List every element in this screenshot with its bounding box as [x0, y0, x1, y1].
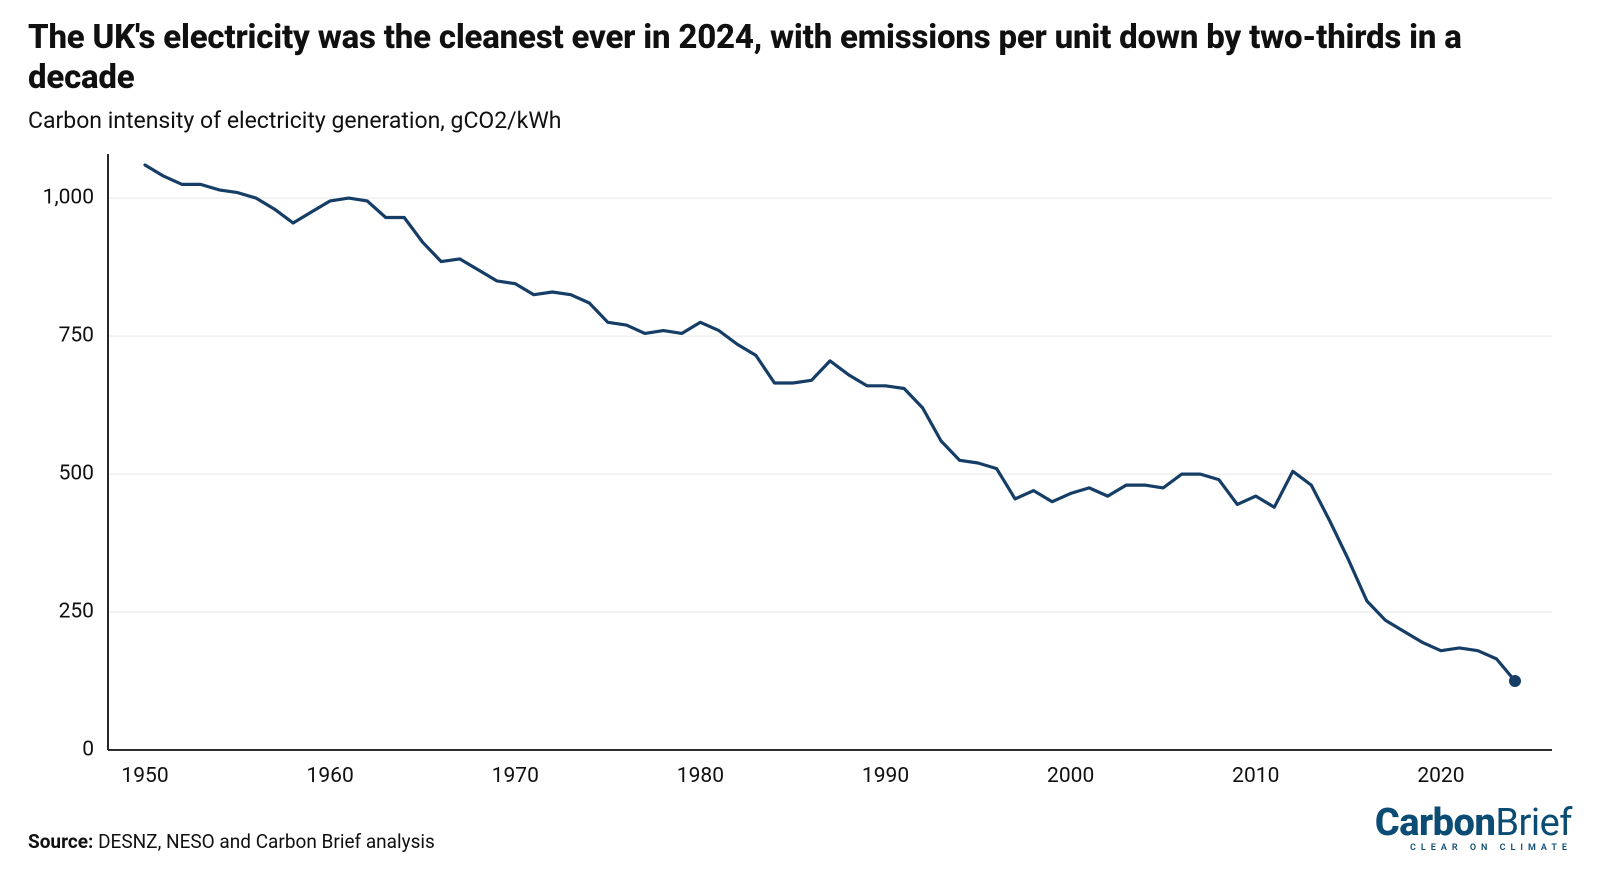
x-axis-tick-label: 1960	[307, 764, 354, 788]
x-axis-tick-label: 1980	[677, 764, 724, 788]
logo-tagline: CLEAR ON CLIMATE	[1410, 844, 1572, 853]
data-line	[145, 165, 1515, 681]
x-axis-tick-label: 2000	[1047, 764, 1094, 788]
source-text: DESNZ, NESO and Carbon Brief analysis	[98, 830, 435, 853]
source-line: Source: DESNZ, NESO and Carbon Brief ana…	[28, 830, 435, 853]
x-axis-tick-label: 1970	[492, 764, 539, 788]
y-axis-tick-label: 1,000	[43, 185, 94, 209]
x-axis-tick-label: 1990	[862, 764, 909, 788]
end-marker	[1509, 675, 1521, 687]
source-label: Source:	[28, 830, 93, 853]
chart-title: The UK's electricity was the cleanest ev…	[28, 18, 1572, 99]
y-axis-tick-label: 0	[82, 737, 94, 761]
chart-subtitle: Carbon intensity of electricity generati…	[28, 107, 1572, 134]
chart-area: 0 250 500 750 1,000 1950 1960 1970 1980 1990 2000 2…	[28, 144, 1572, 798]
x-axis-tick-label: 2020	[1417, 764, 1464, 788]
x-axis-tick-label: 2010	[1232, 764, 1279, 788]
logo-word-1: Carbon	[1375, 801, 1496, 845]
x-axis-tick-label: 1950	[121, 764, 168, 788]
y-axis-tick-label: 750	[59, 323, 94, 347]
carbonbrief-logo: CarbonBrief CLEAR ON CLIMATE	[1375, 804, 1572, 853]
line-chart: 0 250 500 750 1,000 1950 1960 1970 1980 1990 2000 2…	[28, 144, 1572, 798]
logo-word-2: Brief	[1495, 801, 1572, 845]
y-axis-tick-label: 500	[59, 461, 94, 485]
y-axis-tick-label: 250	[59, 599, 94, 623]
